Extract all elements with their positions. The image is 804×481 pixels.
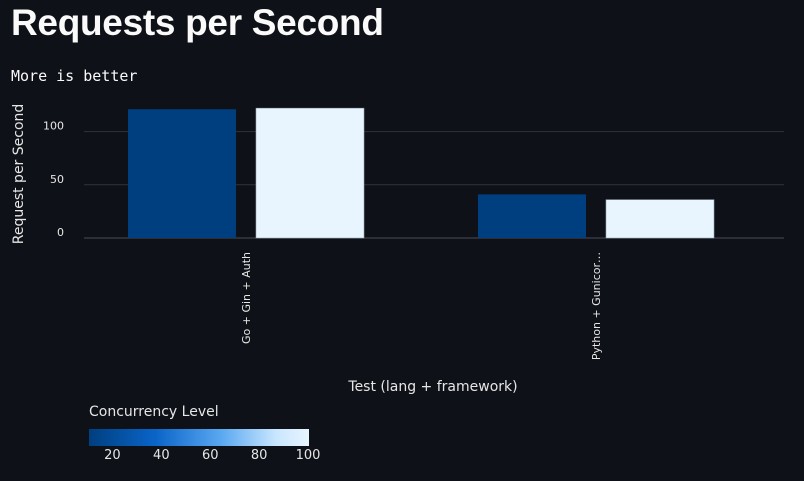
y-tick-label: 100 (43, 120, 64, 133)
y-axis-ticks: 0 50 100 (43, 120, 64, 239)
page-title: Requests per Second (11, 2, 384, 43)
page-subtitle: More is better (11, 67, 138, 85)
legend-tick-label: 40 (153, 448, 170, 463)
x-tick-label: Go + Gin + Auth (240, 252, 253, 344)
legend-tick-label: 80 (250, 448, 268, 463)
y-axis-label: Request per Second (11, 104, 27, 245)
legend-tick-label: 20 (104, 448, 121, 463)
y-tick-label: 0 (57, 226, 64, 239)
x-axis-ticks: Go + Gin + Auth Python + Gunicor… (240, 252, 603, 360)
bars (128, 107, 715, 239)
bar (478, 194, 586, 238)
y-tick-label: 50 (50, 173, 64, 186)
legend-tick-label: 60 (201, 448, 219, 463)
legend-title: Concurrency Level (89, 404, 219, 420)
bar (605, 199, 715, 239)
x-tick-label: Python + Gunicor… (590, 252, 603, 360)
bar (255, 107, 365, 239)
legend-tick-label: 100 (295, 448, 321, 463)
color-scale-bar (89, 429, 309, 446)
bar (128, 109, 236, 238)
x-axis-label: Test (lang + framework) (347, 379, 517, 395)
